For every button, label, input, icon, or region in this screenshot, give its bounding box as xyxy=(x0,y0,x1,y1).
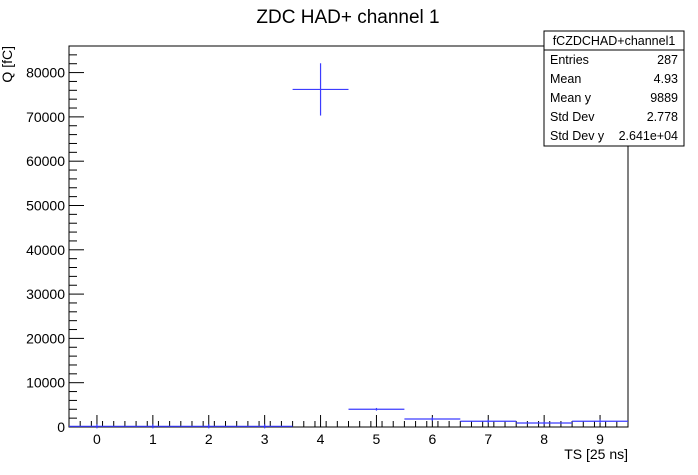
y-tick-label: 80000 xyxy=(26,65,65,81)
x-tick-label: 3 xyxy=(261,431,269,447)
x-tick-label: 9 xyxy=(596,431,604,447)
stats-box-title: fCZDCHAD+channel1 xyxy=(553,34,676,48)
x-tick-label: 8 xyxy=(540,431,548,447)
data-point xyxy=(180,424,237,429)
x-tick-label: 0 xyxy=(93,431,101,447)
y-tick-label: 20000 xyxy=(26,330,65,346)
y-tick-label: 50000 xyxy=(26,197,65,213)
x-tick-label: 6 xyxy=(428,431,436,447)
y-axis-label: Q [fC] xyxy=(0,46,15,83)
data-point xyxy=(516,421,573,425)
x-axis: 0 1 2 3 4 5 6 7 8 9 xyxy=(68,415,629,447)
x-tick-label: 5 xyxy=(373,431,381,447)
y-tick-label: 10000 xyxy=(26,375,65,391)
y-tick-label: 40000 xyxy=(26,242,65,258)
stats-row-value: 287 xyxy=(657,53,678,67)
chart-title: ZDC HAD+ channel 1 xyxy=(256,7,439,28)
y-tick-label: 30000 xyxy=(26,286,65,302)
stats-row-label: Mean xyxy=(550,72,581,86)
y-tick-label: 60000 xyxy=(26,153,65,169)
y-tick-label: 0 xyxy=(57,419,65,435)
x-tick-label: 7 xyxy=(484,431,492,447)
x-axis-label: TS [25 ns] xyxy=(564,446,628,462)
data-point xyxy=(292,63,349,116)
data-point xyxy=(572,419,628,424)
data-points xyxy=(69,63,628,429)
stats-row-value: 9889 xyxy=(650,91,678,105)
x-tick-label: 4 xyxy=(317,431,325,447)
stats-row-value: 4.93 xyxy=(654,72,678,86)
y-axis: 0 10000 20000 30000 40000 50000 60000 70000 8000… xyxy=(26,45,84,435)
x-tick-label: 1 xyxy=(149,431,157,447)
stats-row-label: Std Dev xyxy=(550,110,595,124)
data-point xyxy=(236,424,293,429)
data-point xyxy=(124,424,181,429)
data-point xyxy=(404,417,461,421)
stats-row-label: Mean y xyxy=(550,91,592,105)
data-point xyxy=(69,424,125,429)
stats-row-label: Entries xyxy=(550,53,589,67)
data-point xyxy=(460,419,517,423)
x-tick-label: 2 xyxy=(205,431,213,447)
stats-row-value: 2.641e+04 xyxy=(619,129,678,143)
stats-row-label: Std Dev y xyxy=(550,129,605,143)
data-point xyxy=(348,407,405,411)
y-tick-label: 70000 xyxy=(26,109,65,125)
stats-box: fCZDCHAD+channel1 Entries 287 Mean 4.93 Mean … xyxy=(543,30,685,147)
stats-row-value: 2.778 xyxy=(647,110,678,124)
